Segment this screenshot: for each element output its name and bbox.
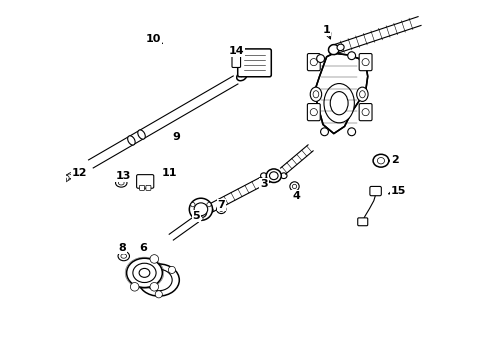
Ellipse shape bbox=[266, 169, 281, 183]
FancyBboxPatch shape bbox=[358, 54, 371, 71]
Text: 7: 7 bbox=[217, 200, 224, 210]
Text: 8: 8 bbox=[118, 243, 126, 253]
Ellipse shape bbox=[115, 179, 127, 187]
Ellipse shape bbox=[118, 181, 124, 185]
Ellipse shape bbox=[189, 198, 212, 220]
Ellipse shape bbox=[139, 269, 149, 277]
Circle shape bbox=[206, 203, 211, 207]
Text: 3: 3 bbox=[260, 179, 267, 189]
Text: 2: 2 bbox=[390, 156, 398, 165]
Ellipse shape bbox=[196, 208, 206, 217]
Text: 4: 4 bbox=[292, 191, 300, 201]
Ellipse shape bbox=[138, 130, 145, 139]
Ellipse shape bbox=[372, 154, 388, 167]
Ellipse shape bbox=[260, 173, 266, 179]
Ellipse shape bbox=[309, 87, 321, 102]
Ellipse shape bbox=[145, 269, 172, 291]
Circle shape bbox=[142, 266, 149, 274]
Polygon shape bbox=[313, 53, 367, 134]
Ellipse shape bbox=[336, 44, 344, 51]
Circle shape bbox=[130, 283, 139, 291]
FancyBboxPatch shape bbox=[358, 104, 371, 121]
Ellipse shape bbox=[49, 181, 59, 189]
Ellipse shape bbox=[247, 68, 254, 74]
Text: 14: 14 bbox=[228, 46, 244, 57]
Text: 12: 12 bbox=[72, 168, 87, 178]
Ellipse shape bbox=[138, 264, 179, 296]
Circle shape bbox=[150, 255, 158, 263]
Ellipse shape bbox=[126, 258, 162, 288]
FancyBboxPatch shape bbox=[139, 185, 144, 190]
Ellipse shape bbox=[216, 205, 225, 213]
FancyBboxPatch shape bbox=[237, 49, 271, 77]
Circle shape bbox=[320, 128, 328, 136]
Polygon shape bbox=[37, 186, 52, 196]
FancyBboxPatch shape bbox=[136, 175, 153, 188]
Circle shape bbox=[347, 128, 355, 136]
Ellipse shape bbox=[359, 91, 365, 98]
Circle shape bbox=[198, 216, 203, 221]
Polygon shape bbox=[332, 17, 420, 54]
Text: 1: 1 bbox=[322, 25, 330, 35]
Ellipse shape bbox=[133, 263, 156, 283]
Text: 11: 11 bbox=[162, 168, 177, 178]
Circle shape bbox=[347, 52, 355, 60]
Ellipse shape bbox=[356, 87, 367, 102]
Circle shape bbox=[168, 266, 175, 274]
Ellipse shape bbox=[312, 91, 318, 98]
Ellipse shape bbox=[67, 172, 74, 179]
Ellipse shape bbox=[377, 157, 384, 164]
FancyBboxPatch shape bbox=[307, 104, 320, 121]
FancyBboxPatch shape bbox=[369, 186, 381, 196]
Ellipse shape bbox=[61, 175, 69, 182]
Text: 6: 6 bbox=[139, 243, 146, 253]
Text: 5: 5 bbox=[192, 211, 200, 221]
Circle shape bbox=[316, 55, 324, 63]
Ellipse shape bbox=[118, 251, 129, 261]
Ellipse shape bbox=[236, 72, 246, 81]
Circle shape bbox=[155, 291, 162, 298]
Ellipse shape bbox=[219, 207, 223, 211]
FancyBboxPatch shape bbox=[357, 218, 367, 226]
Ellipse shape bbox=[329, 91, 347, 115]
Ellipse shape bbox=[328, 45, 339, 55]
Ellipse shape bbox=[324, 84, 354, 123]
Circle shape bbox=[190, 203, 195, 207]
FancyBboxPatch shape bbox=[307, 54, 320, 71]
Circle shape bbox=[289, 182, 299, 191]
Ellipse shape bbox=[121, 254, 126, 258]
Ellipse shape bbox=[127, 136, 135, 145]
Ellipse shape bbox=[269, 172, 278, 180]
Ellipse shape bbox=[280, 173, 286, 179]
FancyBboxPatch shape bbox=[231, 55, 240, 67]
Text: 9: 9 bbox=[172, 132, 180, 142]
Circle shape bbox=[150, 283, 158, 291]
Text: 10: 10 bbox=[145, 34, 161, 44]
Text: 15: 15 bbox=[389, 186, 405, 196]
Ellipse shape bbox=[55, 179, 64, 186]
Polygon shape bbox=[88, 76, 238, 168]
Ellipse shape bbox=[194, 203, 207, 216]
FancyBboxPatch shape bbox=[145, 185, 151, 190]
Text: 13: 13 bbox=[115, 171, 130, 181]
